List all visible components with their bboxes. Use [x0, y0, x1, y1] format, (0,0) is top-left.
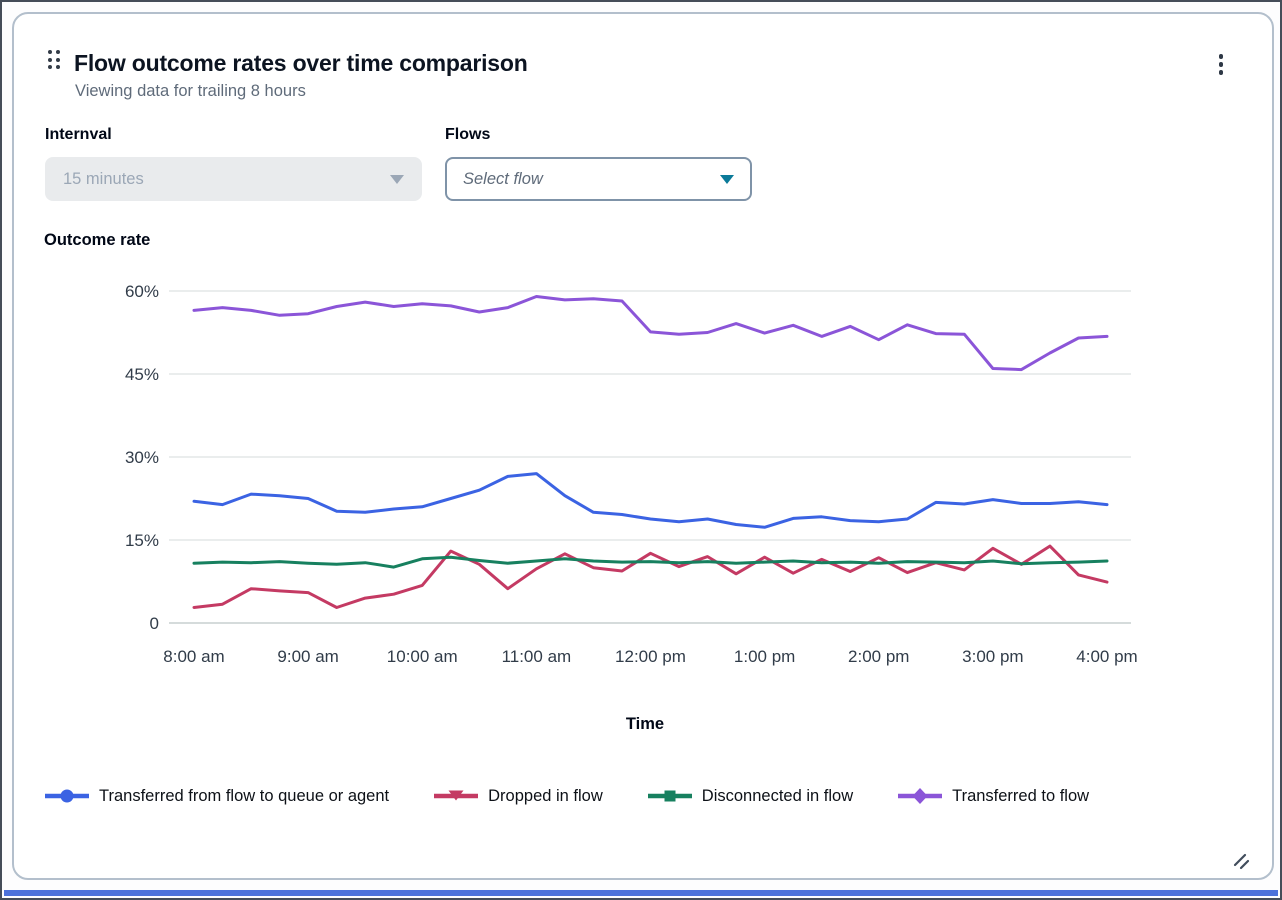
y-tick-label: 15%: [125, 531, 159, 550]
square-marker-icon: [647, 790, 692, 802]
legend-item-3[interactable]: Transferred to flow: [897, 785, 1089, 807]
more-actions-button[interactable]: [1210, 54, 1232, 84]
legend-label: Transferred to flow: [952, 786, 1090, 805]
x-tick-label: 2:00 pm: [848, 647, 909, 666]
series-line: [192, 544, 1109, 609]
legend-item-2[interactable]: Disconnected in flow: [647, 785, 853, 807]
interval-select-value: 15 minutes: [63, 169, 144, 188]
legend-label: Dropped in flow: [488, 786, 603, 805]
y-tick-label: 0: [150, 614, 159, 633]
legend-label: Disconnected in flow: [701, 786, 854, 805]
bottom-strip: [4, 890, 1278, 896]
x-tick-label: 1:00 pm: [734, 647, 795, 666]
flows-label: Flows: [445, 126, 491, 143]
x-tick-label: 4:00 pm: [1076, 647, 1137, 666]
chart-legend: Transferred from flow to queue or agent D…: [44, 785, 1114, 807]
legend-item-1[interactable]: Dropped in flow: [433, 785, 603, 807]
interval-select[interactable]: 15 minutes: [45, 157, 422, 201]
interval-label: Internval: [45, 126, 112, 143]
x-tick-label: 11:00 am: [502, 647, 572, 666]
y-tick-label: 30%: [125, 448, 159, 467]
drag-handle-icon[interactable]: [48, 50, 61, 70]
y-tick-label: 45%: [125, 365, 159, 384]
x-tick-label: 8:00 am: [163, 647, 224, 666]
series-line: [192, 555, 1109, 569]
chevron-down-icon: [390, 174, 404, 184]
flows-select-placeholder: Select flow: [463, 169, 543, 188]
series-line: [192, 295, 1109, 372]
resize-handle-icon[interactable]: [1232, 852, 1250, 870]
outcome-rate-chart: 0 15% 30% 45% 60% 8:00 am 9:00 am 10:00 am 11:00…: [125, 282, 1138, 666]
vertical-ellipsis-icon: [1218, 54, 1224, 59]
legend-item-0[interactable]: Transferred from flow to queue or agent: [44, 785, 389, 807]
flows-select[interactable]: Select flow: [445, 157, 752, 201]
triangle-down-marker-icon: [434, 790, 479, 801]
flow-outcome-widget-card: Flow outcome rates over time comparison …: [12, 12, 1274, 880]
legend-label: Transferred from flow to queue or agent: [99, 786, 390, 805]
widget-subtitle: Viewing data for trailing 8 hours: [75, 82, 306, 100]
y-tick-label: 60%: [125, 282, 159, 301]
chevron-down-icon: [720, 174, 734, 184]
widget-title: Flow outcome rates over time comparison: [74, 50, 528, 76]
x-axis-title: Time: [625, 715, 665, 733]
x-tick-label: 10:00 am: [387, 647, 458, 666]
series-line: [192, 472, 1109, 529]
x-tick-label: 12:00 pm: [615, 647, 686, 666]
diamond-marker-icon: [898, 788, 943, 804]
x-tick-label: 3:00 pm: [962, 647, 1023, 666]
x-tick-label: 9:00 am: [277, 647, 338, 666]
y-axis-title: Outcome rate: [44, 231, 151, 249]
circle-marker-icon: [45, 789, 89, 803]
